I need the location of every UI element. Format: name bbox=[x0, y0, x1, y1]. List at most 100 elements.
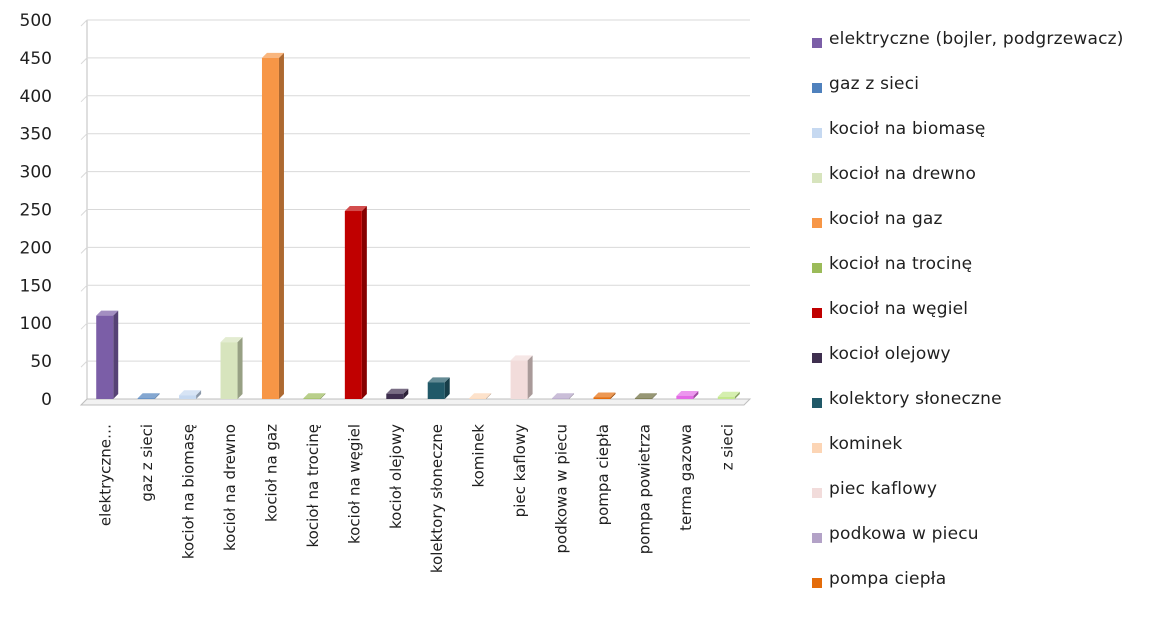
bar-front bbox=[137, 398, 155, 399]
bar-front bbox=[96, 315, 114, 399]
y-tick-label: 400 bbox=[20, 87, 52, 107]
bar-side bbox=[527, 355, 533, 399]
bar-side bbox=[361, 206, 367, 399]
legend-swatch bbox=[812, 308, 822, 318]
bar-front bbox=[676, 395, 694, 399]
legend-swatch bbox=[812, 533, 822, 543]
bar-top bbox=[510, 355, 533, 361]
legend-item: kocioł na gaz bbox=[812, 208, 1157, 253]
gridline-side bbox=[80, 57, 88, 65]
x-tick-label: kocioł na biomasę bbox=[180, 424, 198, 559]
legend-label: pompa ciepła bbox=[829, 569, 947, 589]
bar bbox=[510, 355, 533, 399]
gridline-side bbox=[80, 322, 88, 330]
bar-front bbox=[344, 211, 362, 399]
bar-front bbox=[303, 398, 321, 399]
gridline-side bbox=[80, 19, 88, 27]
legend-swatch bbox=[812, 173, 822, 183]
legend-label: podkowa w piecu bbox=[829, 524, 979, 544]
legend-label: gaz z sieci bbox=[829, 74, 920, 94]
bar-side bbox=[154, 393, 160, 399]
legend-label: kominek bbox=[829, 434, 903, 454]
gridline-side bbox=[80, 171, 88, 178]
x-tick-label: piec kaflowy bbox=[511, 424, 529, 517]
x-tick-label: podkowa w piecu bbox=[553, 424, 571, 554]
bar-top bbox=[552, 393, 575, 399]
x-tick-label: pompa ciepła bbox=[594, 424, 612, 525]
bar-top bbox=[634, 393, 657, 399]
y-tick-label: 500 bbox=[20, 11, 52, 31]
bar-top bbox=[717, 391, 740, 397]
x-tick-label: kocioł na węgiel bbox=[345, 424, 363, 544]
legend-item: kocioł na trocinę bbox=[812, 253, 1157, 298]
bar-top bbox=[469, 393, 492, 399]
y-tick-label: 200 bbox=[20, 238, 52, 258]
bar-side bbox=[196, 390, 202, 399]
legend-swatch bbox=[812, 38, 822, 48]
legend-item: kocioł na drewno bbox=[812, 163, 1157, 208]
bar-top bbox=[137, 393, 160, 399]
bar-side bbox=[734, 391, 740, 399]
x-tick-label: kocioł na trocinę bbox=[304, 424, 322, 547]
legend-label: kocioł na trocinę bbox=[829, 254, 973, 274]
legend-swatch bbox=[812, 83, 822, 93]
legend-swatch bbox=[812, 578, 822, 588]
legend-swatch bbox=[812, 488, 822, 498]
bar bbox=[469, 393, 492, 399]
legend-label: piec kaflowy bbox=[829, 479, 938, 499]
y-tick-label: 300 bbox=[20, 163, 52, 183]
y-tick-label: 450 bbox=[20, 49, 52, 69]
x-tick-label: kolektory słoneczne bbox=[428, 424, 446, 573]
legend-item: gaz z sieci bbox=[812, 73, 1157, 118]
bar-front bbox=[593, 397, 611, 399]
bar-front bbox=[634, 398, 652, 399]
bar bbox=[676, 390, 699, 399]
bar-top bbox=[386, 388, 409, 394]
bar bbox=[261, 52, 284, 400]
legend-label: kolektory słoneczne bbox=[829, 389, 1002, 409]
bar-side bbox=[569, 393, 575, 399]
bar bbox=[634, 393, 657, 399]
bar-side bbox=[486, 393, 492, 399]
bar-top bbox=[303, 393, 326, 399]
legend-swatch bbox=[812, 398, 822, 408]
legend-label: kocioł olejowy bbox=[829, 344, 951, 364]
gridline-side bbox=[80, 360, 88, 368]
bar-chart: 0 50 100 150 200 250 300 350 400 450 500 elektryczn… bbox=[20, 11, 752, 573]
y-tick-label: 100 bbox=[20, 314, 52, 334]
bar-front bbox=[386, 393, 404, 399]
bar-side bbox=[237, 337, 243, 399]
bar-top bbox=[96, 310, 119, 316]
bar bbox=[137, 393, 160, 399]
legend-item: kolektory słoneczne bbox=[812, 388, 1157, 433]
x-tick-label: z sieci bbox=[718, 424, 736, 470]
bar-side bbox=[444, 377, 450, 399]
x-tick-label: elektryczne… bbox=[97, 424, 115, 526]
bar-side bbox=[113, 310, 119, 399]
legend-item: kominek bbox=[812, 433, 1157, 478]
bar bbox=[96, 310, 119, 399]
bar-front bbox=[427, 382, 445, 399]
y-tick-label: 150 bbox=[20, 276, 52, 296]
legend-item: podkowa w piecu bbox=[812, 523, 1157, 568]
bar bbox=[303, 393, 326, 399]
x-tick-label: kominek bbox=[470, 424, 488, 488]
bar bbox=[552, 393, 575, 399]
bar-side bbox=[693, 390, 699, 399]
x-tick-label: pompa powietrza bbox=[635, 424, 653, 554]
legend-item: piec kaflowy bbox=[812, 478, 1157, 523]
legend-item: elektryczne (bojler, podgrzewacz) bbox=[812, 28, 1157, 73]
bar bbox=[344, 206, 367, 399]
x-tick-label: kocioł na drewno bbox=[221, 424, 239, 551]
gridline-side bbox=[80, 95, 88, 103]
legend-item: pompa ciepła bbox=[812, 568, 1157, 613]
y-tick-label: 50 bbox=[30, 352, 52, 372]
bar-top bbox=[220, 337, 243, 343]
x-tick-label: terma gazowa bbox=[677, 424, 695, 531]
legend-swatch bbox=[812, 263, 822, 273]
bar-top bbox=[593, 392, 616, 398]
x-tick-label: kocioł na gaz bbox=[262, 424, 280, 522]
legend-label: elektryczne (bojler, podgrzewacz) bbox=[829, 29, 1124, 49]
bar-front bbox=[469, 398, 487, 399]
gridline-side bbox=[80, 133, 88, 141]
